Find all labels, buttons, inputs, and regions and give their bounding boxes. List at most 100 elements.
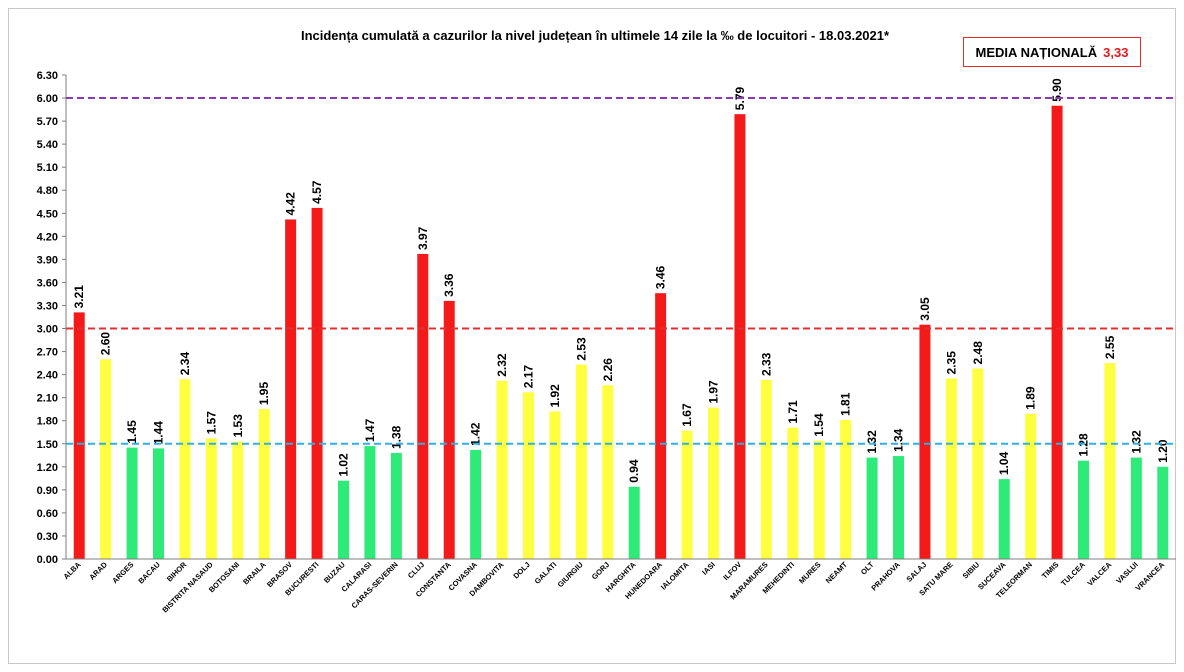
bar: [945, 378, 957, 559]
data-label: 1.53: [231, 414, 245, 438]
data-label: 5.90: [1050, 78, 1064, 102]
y-tick-label: 4.50: [37, 208, 58, 220]
bar: [523, 392, 534, 559]
x-tick-label: CARAS-SEVERIN: [350, 560, 400, 610]
chart-title: Incidența cumulată a cazurilor la nivel …: [300, 28, 890, 43]
x-tick-label: ILFOV: [721, 560, 743, 582]
bar: [338, 480, 349, 559]
y-tick-label: 0.00: [37, 554, 58, 566]
bar: [787, 427, 799, 559]
y-tick-label: 1.80: [37, 416, 58, 428]
x-tick-label: VASLUI: [1114, 560, 1139, 585]
bar: [575, 364, 587, 559]
bar: [1051, 105, 1063, 559]
bar: [866, 457, 878, 559]
x-tick-label: GALATI: [533, 560, 559, 586]
data-label: 3.46: [654, 266, 668, 290]
data-label: 2.35: [944, 351, 958, 375]
y-tick-label: 3.90: [37, 254, 58, 266]
bar: [708, 407, 719, 559]
bar: [205, 438, 217, 559]
bar: [100, 359, 112, 559]
national-average-value: 3,33: [1103, 44, 1129, 60]
bar: [390, 452, 402, 559]
data-label: 1.45: [125, 420, 139, 444]
x-tick-label: GORJ: [590, 560, 611, 581]
data-label: 1.28: [1077, 433, 1091, 457]
data-label: 0.94: [627, 459, 641, 483]
bar: [734, 114, 746, 559]
data-label: 1.95: [257, 382, 271, 406]
x-tick-label: IASI: [700, 560, 717, 577]
bar: [760, 379, 772, 559]
data-label: 1.47: [363, 418, 377, 442]
bar: [972, 368, 984, 559]
bar: [840, 419, 852, 559]
bar: [1078, 460, 1089, 559]
data-label: 1.71: [786, 400, 800, 424]
y-tick-label: 2.10: [37, 393, 58, 405]
bar: [681, 430, 693, 559]
y-tick-label: 4.80: [37, 185, 58, 197]
x-tick-label: BACAU: [136, 560, 162, 586]
national-average-label: MEDIA NAȚIONALĂ: [975, 44, 1098, 60]
y-tick-label: 1.50: [37, 439, 58, 451]
bar: [496, 380, 508, 559]
bar: [126, 447, 138, 559]
data-label: 3.21: [72, 285, 86, 309]
bar: [258, 409, 270, 559]
y-tick-label: 1.20: [37, 462, 58, 474]
bar: [1025, 413, 1037, 559]
x-tick-label: VALCEA: [1086, 560, 1114, 588]
x-tick-label: MURES: [797, 560, 823, 586]
bar: [1130, 457, 1142, 559]
data-label: 2.33: [759, 352, 773, 376]
y-tick-label: 2.40: [37, 370, 58, 382]
data-label: 4.57: [310, 180, 324, 204]
data-label: 3.97: [416, 226, 430, 250]
y-tick-label: 5.70: [37, 116, 58, 128]
data-label: 1.20: [1156, 439, 1170, 463]
y-tick-label: 2.70: [37, 347, 58, 359]
bar: [311, 207, 323, 559]
data-label: 1.42: [469, 422, 483, 446]
bar: [153, 448, 164, 559]
data-label: 1.81: [839, 392, 853, 416]
bar: [549, 411, 561, 559]
data-label: 2.32: [495, 353, 509, 377]
bar: [232, 441, 244, 559]
y-tick-label: 4.20: [37, 231, 58, 243]
bar: [1104, 363, 1116, 559]
bar: [364, 446, 376, 559]
data-label: 1.04: [997, 451, 1011, 475]
data-label: 1.34: [892, 428, 906, 452]
bar: [417, 254, 429, 559]
data-label: 2.17: [522, 365, 536, 389]
x-tick-label: VRANCEA: [1134, 560, 1167, 593]
data-label: 1.89: [1024, 386, 1038, 410]
data-label: 1.67: [680, 403, 694, 427]
data-label: 1.32: [865, 430, 879, 454]
y-tick-label: 0.60: [37, 508, 58, 520]
data-label: 1.38: [389, 425, 403, 449]
y-tick-label: 3.30: [37, 300, 58, 312]
x-tick-label: OLT: [859, 560, 876, 577]
data-label: 2.34: [178, 352, 192, 376]
y-tick-label: 6.30: [37, 70, 58, 82]
bar: [73, 312, 85, 559]
x-tick-label: PRAHOVA: [869, 560, 902, 593]
x-tick-label: TULCEA: [1059, 560, 1087, 588]
bar: [179, 379, 191, 559]
x-tick-label: BUZAU: [322, 560, 347, 585]
data-label: 1.97: [707, 380, 721, 404]
y-tick-label: 3.00: [37, 324, 58, 336]
x-tick-label: SIBIU: [961, 560, 982, 581]
x-tick-label: SALAJ: [905, 560, 929, 584]
x-tick-label: IALOMITA: [659, 560, 691, 592]
x-tick-label: ARGES: [110, 560, 135, 585]
y-tick-label: 0.90: [37, 485, 58, 497]
y-tick-label: 3.60: [37, 277, 58, 289]
bar: [602, 385, 614, 559]
data-label: 2.55: [1103, 335, 1117, 359]
